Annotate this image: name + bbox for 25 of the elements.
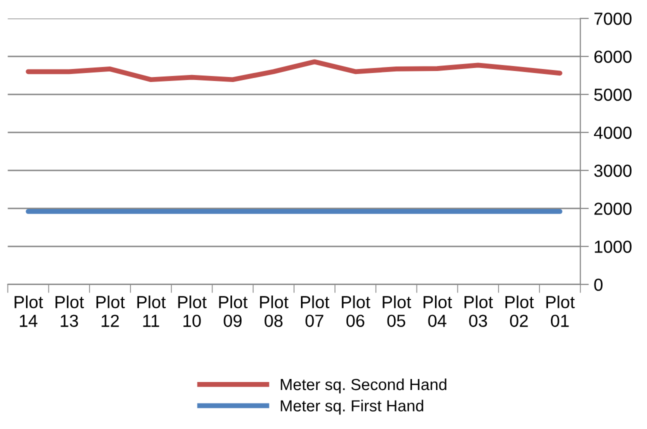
y-tick-label: 3000: [594, 164, 632, 177]
legend-label: Meter sq. Second Hand: [280, 378, 446, 394]
x-tick-label: Plot 06: [342, 296, 370, 327]
y-tick-label: 1000: [594, 240, 632, 253]
x-tick-label: Plot 14: [14, 296, 44, 327]
x-tick-label: Plot 08: [260, 296, 288, 327]
line-series: [26, 59, 562, 82]
x-tick-label: Plot 12: [96, 296, 125, 327]
x-tick-label: Plot 11: [137, 296, 166, 327]
legend-label: Meter sq. First Hand: [280, 400, 424, 415]
x-tick-label: Plot 07: [300, 296, 330, 327]
x-tick-label: Plot 09: [219, 296, 248, 327]
x-tick-label: Plot 01: [546, 296, 575, 327]
y-tick-label: 6000: [594, 50, 632, 63]
y-tick-label: 5000: [594, 88, 632, 101]
x-tick-label: Plot 02: [505, 296, 534, 327]
y-tick-label: 0: [594, 278, 603, 291]
x-tick-label: Plot 05: [382, 296, 412, 327]
x-tick-label: Plot 03: [464, 296, 493, 327]
y-tick-label: 4000: [594, 126, 632, 139]
x-tick-label: Plot 10: [178, 296, 207, 327]
y-tick-label: 2000: [594, 202, 632, 215]
y-tick-label: 7000: [594, 12, 632, 25]
x-tick-label: Plot 04: [424, 296, 452, 327]
x-tick-label: Plot 13: [56, 296, 84, 327]
